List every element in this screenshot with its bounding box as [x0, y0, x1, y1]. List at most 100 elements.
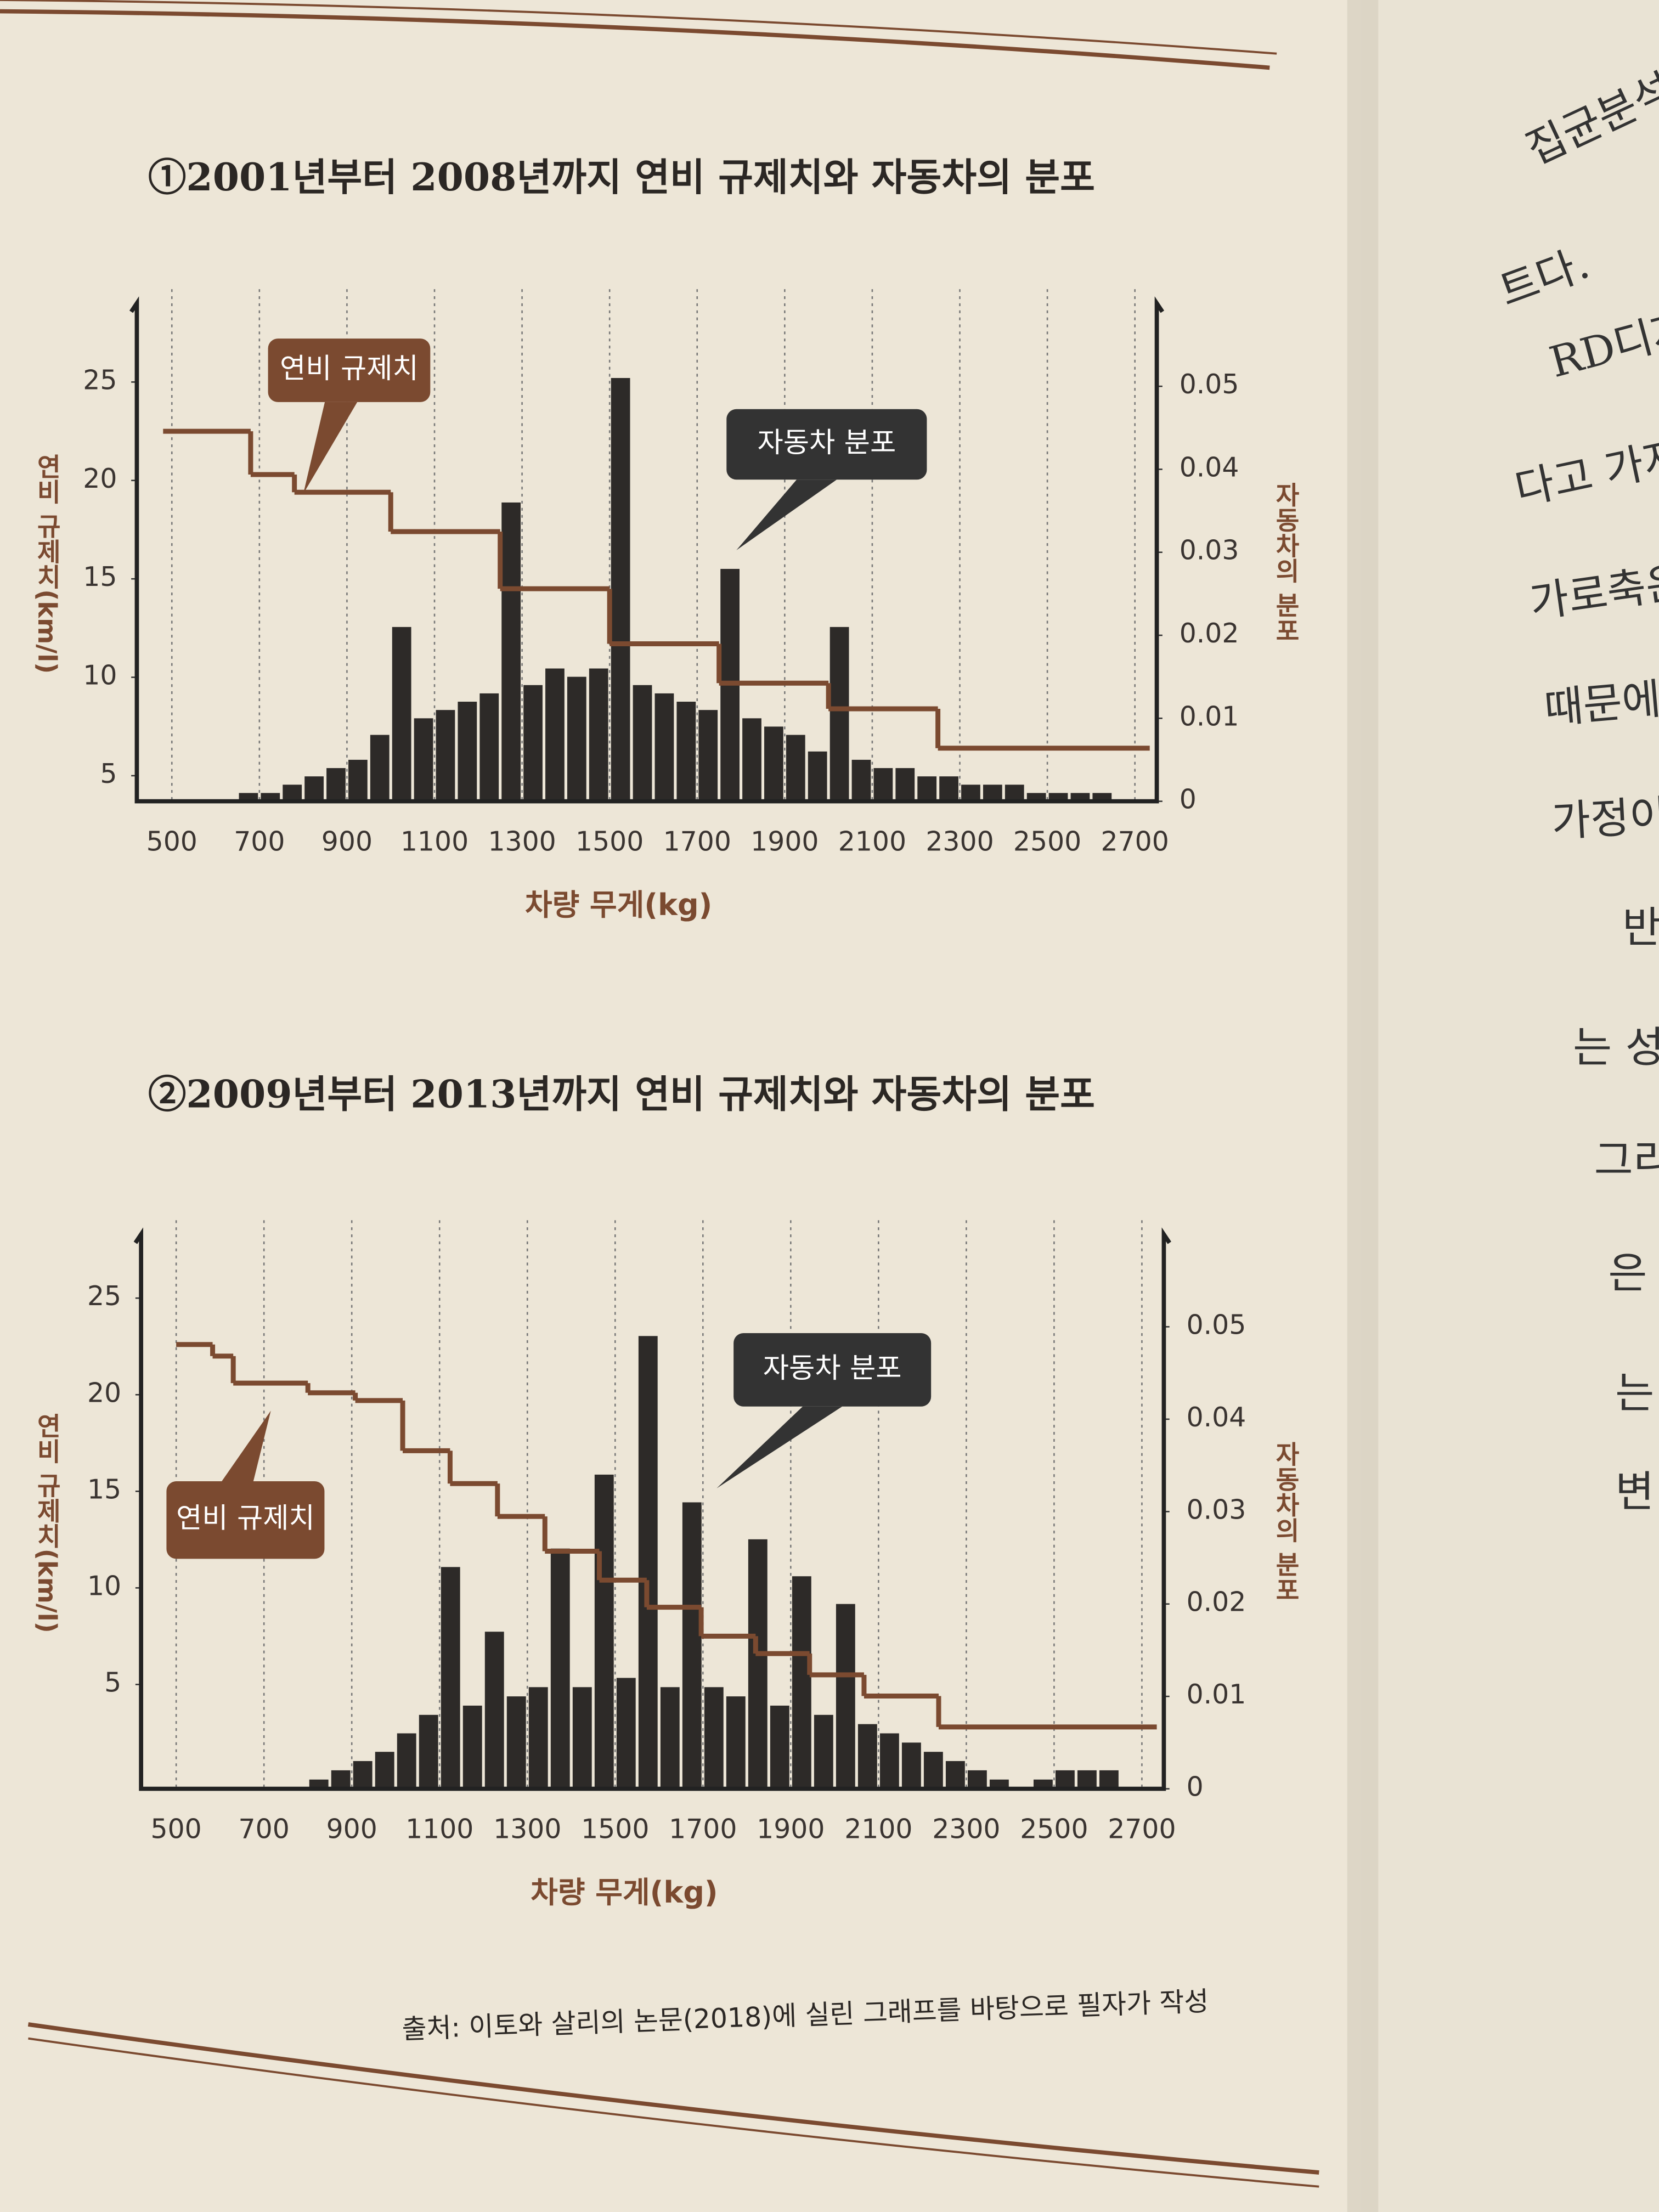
y-tick-label: 5 [104, 1667, 121, 1698]
histogram-bar [309, 1779, 329, 1789]
y2-tick-label: 0.05 [1180, 369, 1239, 400]
histogram-bar [1055, 1770, 1075, 1789]
histogram-bar [572, 1687, 592, 1789]
facing-page-text: 는 [1615, 1369, 1654, 1418]
histogram-bar [419, 1714, 438, 1789]
histogram-bar [589, 668, 608, 802]
y2-tick-label: 0.04 [1180, 452, 1239, 483]
x-tick-label: 2700 [1108, 1814, 1176, 1845]
histogram-bar [676, 702, 696, 802]
x-tick-label: 1100 [400, 826, 469, 857]
histogram-bar [283, 785, 302, 802]
callout-box [726, 409, 927, 480]
y2-axis-label: 자동차의 분포 [1271, 482, 1301, 643]
y-tick-label: 25 [83, 364, 117, 396]
histogram-bar [726, 1696, 746, 1789]
axes [133, 1227, 1171, 1791]
x-tick-label: 1500 [575, 826, 644, 857]
x-axis-label: 차량 무게(kg) [525, 888, 712, 922]
histogram-bar [331, 1770, 351, 1789]
y-axis-label: 연비 규제치(km/l) [32, 1413, 62, 1633]
y2-tick-label: 0.01 [1180, 701, 1239, 732]
y2-tick-label: 0 [1180, 784, 1197, 815]
x-tick-label: 2500 [1013, 826, 1081, 857]
callout-pointer [303, 402, 358, 494]
histogram-bar [594, 1474, 614, 1789]
histogram-bar [808, 751, 827, 802]
chart-title: ②2009년부터 2013년까지 연비 규제치와 자동차의 분포 [148, 1073, 1095, 1117]
histogram-bar [528, 1687, 548, 1789]
chart-title: ①2001년부터 2008년까지 연비 규제치와 자동차의 분포 [148, 155, 1095, 200]
histogram-bar [392, 627, 411, 802]
histogram-bar [857, 1724, 877, 1789]
histogram-bar [764, 726, 783, 802]
legend-label: 연비 규제치 [280, 352, 419, 385]
y2-tick-label: 0.04 [1187, 1402, 1246, 1433]
callout-box [268, 338, 431, 402]
x-tick-label: 2700 [1101, 826, 1169, 857]
histogram-bar [786, 735, 805, 802]
histogram-bar [830, 627, 849, 802]
histogram-bar [523, 685, 543, 802]
histogram-bar [879, 1733, 899, 1789]
x-tick-label: 2100 [838, 826, 906, 857]
histogram-bar [1099, 1770, 1119, 1789]
x-axis-label: 차량 무게(kg) [531, 1875, 718, 1910]
gutter [1347, 0, 1379, 2212]
y-axis-label: 연비 규제치(km/l) [32, 454, 62, 674]
histogram-bar [484, 1632, 504, 1789]
histogram-bar [742, 718, 761, 802]
y2-tick-label: 0.03 [1187, 1494, 1246, 1525]
callout-box [733, 1333, 932, 1407]
x-tick-label: 900 [321, 826, 373, 857]
x-tick-label: 1900 [757, 1814, 825, 1845]
histogram-bar [1005, 785, 1024, 802]
histogram-bar [441, 1567, 460, 1789]
histogram-bar [506, 1696, 526, 1789]
histogram-bar [567, 676, 586, 802]
histogram-bar [770, 1705, 789, 1789]
histogram-bar [660, 1687, 680, 1789]
histogram-bar [704, 1687, 724, 1789]
x-tick-label: 1100 [405, 1814, 473, 1845]
histogram-bar [348, 759, 368, 802]
histogram-bar [967, 1770, 987, 1789]
histogram-bar [792, 1576, 811, 1789]
histogram-bar [851, 759, 871, 802]
histogram-bar [638, 1336, 658, 1789]
facing-page-text: 는 성 [1573, 1023, 1659, 1073]
histogram-bar [501, 502, 521, 802]
y2-tick-label: 0.05 [1187, 1309, 1246, 1340]
histogram-bar [945, 1761, 965, 1789]
y2-tick-label: 0.01 [1187, 1679, 1246, 1710]
facing-page-text: 변 [1615, 1468, 1654, 1517]
histogram-bar [901, 1742, 921, 1789]
facing-page-text: 가정이 [1550, 791, 1659, 847]
histogram-bar [939, 776, 958, 802]
y-tick-label: 15 [83, 561, 117, 592]
x-tick-label: 2300 [932, 1814, 1000, 1845]
histogram-bar [462, 1705, 482, 1789]
histogram-bar [370, 735, 390, 802]
histogram-bar [414, 718, 433, 802]
histogram-bar [989, 1779, 1009, 1789]
histogram-bar [814, 1714, 833, 1789]
histogram-bar [895, 768, 915, 802]
ornament-line [28, 2037, 1319, 2188]
histogram-bar [1077, 1770, 1097, 1789]
ornament-line [0, 0, 1277, 55]
histogram-bar [616, 1678, 636, 1789]
x-tick-label: 1300 [493, 1814, 561, 1845]
histogram-bar [479, 693, 499, 802]
callout-pointer [716, 1406, 843, 1488]
histogram-bar [397, 1733, 416, 1789]
histogram-bar [836, 1604, 855, 1789]
histogram-bar [654, 693, 674, 802]
histogram-bar [682, 1502, 702, 1789]
y-tick-label: 20 [87, 1377, 121, 1408]
histogram-bar [748, 1539, 768, 1789]
histogram-bar [375, 1752, 394, 1789]
axes [129, 296, 1165, 804]
